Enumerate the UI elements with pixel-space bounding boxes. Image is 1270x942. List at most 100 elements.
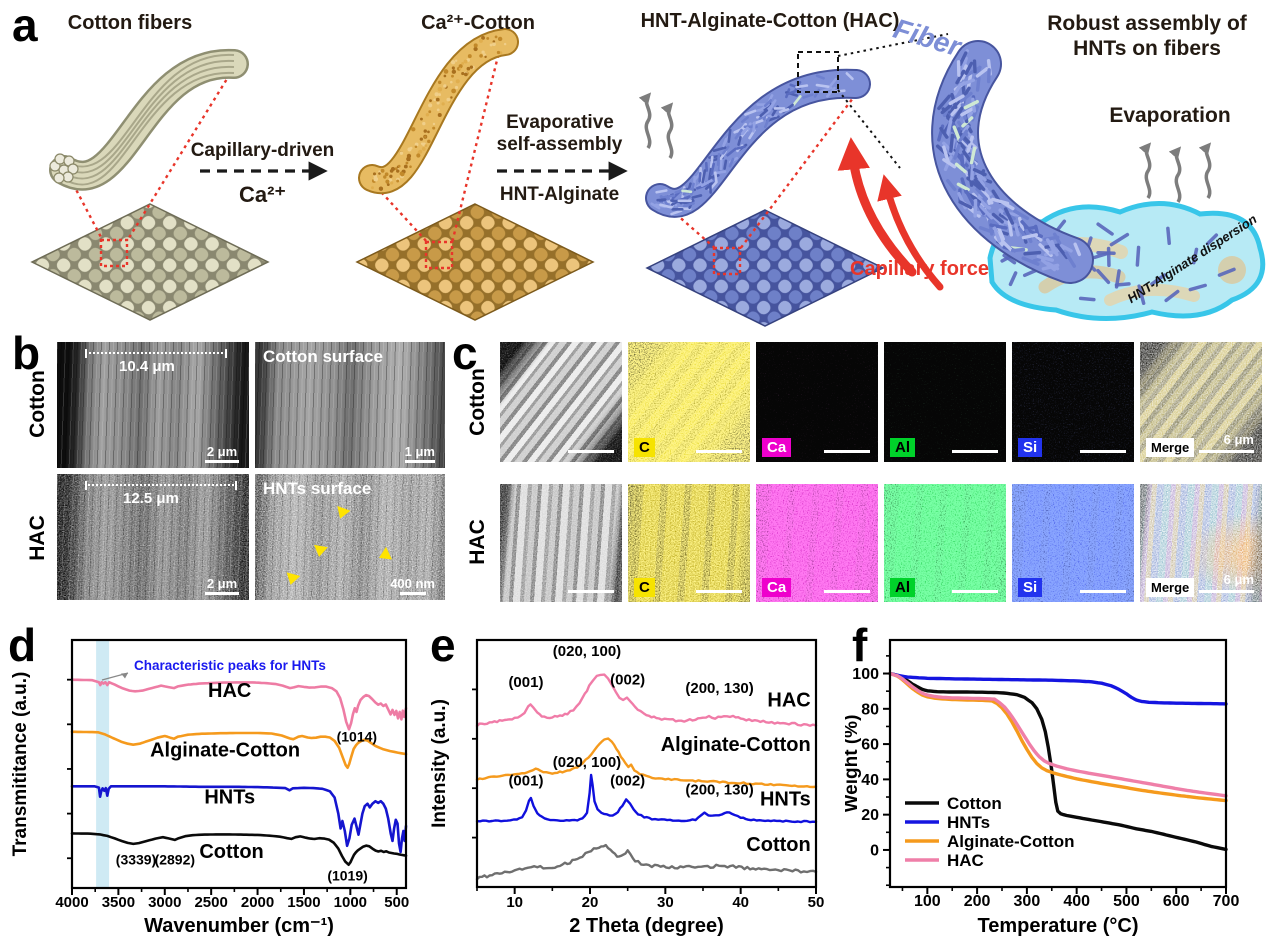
ftir-chart: 4000 3500 3000 2500 2000 1500 1000 500 Wavenumbe… [10,638,409,937]
eds-map-cotton-si: Si [1012,342,1134,462]
scale-bar-label: 2 μm [205,576,239,595]
sem-hac-low-mag: 12.5 μm 2 μm [57,474,249,600]
row-label-hac-b: HAC [26,515,49,561]
eds-sem-hac [500,484,622,602]
svg-text:3500: 3500 [102,894,135,911]
eds-noise [500,484,622,602]
arrow1-label: Capillary-driven [190,140,335,161]
element-tag-si: Si [1018,438,1043,457]
svg-text:Wavenumber (cm⁻¹): Wavenumber (cm⁻¹) [144,915,334,937]
scale-bar [568,590,614,593]
row-label-cotton-c: Cotton [466,368,489,436]
scale-bar [696,590,742,593]
scale-bar [1199,450,1254,453]
svg-text:40: 40 [732,894,749,911]
panel-label-c: c [452,327,478,379]
svg-text:(3339): (3339) [116,851,156,867]
svg-text:500: 500 [384,894,409,911]
capillary-force-arrows [837,137,944,291]
svg-text:2000: 2000 [241,894,274,911]
svg-text:Cotton: Cotton [199,841,263,863]
scale-bar [1080,450,1126,453]
svg-text:Intensity (a.u.): Intensity (a.u.) [429,699,450,828]
scale-bar [952,450,998,453]
hnt-arrow-marker [312,544,328,559]
svg-text:300: 300 [1014,893,1041,910]
eds-map-hac-merge: Merge 6 μm [1140,484,1262,602]
svg-text:Alginate-Cotton: Alginate-Cotton [150,740,300,762]
image-title: HNTs surface [263,479,372,498]
arrow2-label-line1: Evaporative [506,112,614,133]
arrow2-label-line2: self-assembly [496,134,623,155]
svg-text:(020, 100): (020, 100) [553,643,621,660]
svg-text:(1014): (1014) [337,729,377,745]
svg-text:Cotton: Cotton [947,794,1002,813]
scale-bar [568,450,614,453]
eds-map-cotton-al: Al [884,342,1006,462]
scale-text: 6 μm [1223,572,1254,587]
eds-map-cotton-ca: Ca [756,342,878,462]
eds-map-cotton-c: C [628,342,750,462]
arrow1-sub-label: Ca²⁺ [238,182,287,207]
element-tag-c: C [634,438,655,457]
svg-text:600: 600 [1163,893,1190,910]
svg-text:1000: 1000 [334,894,367,911]
magnified-hac-fiber [931,40,1094,284]
svg-text:(001): (001) [508,773,543,790]
sem-hnts-surface: HNTs surface 400 nm [255,474,445,600]
svg-text:Alginate-Cotton: Alginate-Cotton [661,734,811,756]
svg-text:(200, 130): (200, 130) [685,781,753,798]
scale-bar-label: 400 nm [390,576,435,595]
element-tag-merge: Merge [1146,438,1195,457]
row-label-hac-c: HAC [466,519,489,565]
diameter-value: 12.5 μm [123,490,179,507]
schematic-illustration [30,28,1266,327]
title-ca-cotton: Ca²⁺-Cotton [421,12,535,34]
svg-text:(002): (002) [610,671,645,688]
svg-text:HNTs: HNTs [204,787,255,809]
svg-text:(002): (002) [610,773,645,790]
capillary-force-label: Capillary force [850,258,989,280]
sem-cotton-low-mag: 10.4 μm 2 μm [57,342,249,468]
eds-map-cotton-merge: Merge 6 μm [1140,342,1262,462]
inspect-square [797,33,949,169]
element-tag-c: C [634,578,655,597]
sem-noise [255,474,445,600]
panel-label-b: b [12,327,41,379]
scale-text: 1 μm [404,444,435,459]
svg-text:20: 20 [582,894,599,911]
eds-map-hac-c: C [628,484,750,602]
scale-bar [696,450,742,453]
ca-cotton-fiber [358,28,519,195]
svg-text:30: 30 [657,894,674,911]
element-tag-ca: Ca [762,438,792,457]
zoom-connector-lines [68,47,857,250]
svg-text:700: 700 [1213,893,1240,910]
diameter-measure-line [85,349,227,358]
scale-text: 2 μm [206,444,238,459]
svg-text:3000: 3000 [148,894,181,911]
svg-text:(020, 100): (020, 100) [553,754,621,771]
element-tag-al: Al [890,578,915,597]
svg-text:Transmititance (a.u.): Transmititance (a.u.) [10,672,31,857]
panel-label-d: d [8,619,37,671]
tga-chart: 100 200 300 400 500 600 700 0 20 40 60 80 100 Tempera… [841,638,1240,937]
diameter-value: 10.4 μm [119,358,175,375]
svg-text:1500: 1500 [287,894,320,911]
sem-cotton-surface: Cotton surface 1 μm [255,342,445,468]
svg-text:Cotton: Cotton [746,834,810,856]
element-tag-ca: Ca [762,578,792,597]
scale-bar [1199,590,1254,593]
svg-text:0: 0 [870,842,879,859]
svg-text:100: 100 [914,893,941,910]
scale-bar [404,460,435,463]
title-hac: HNT-Alginate-Cotton (HAC) [640,10,900,32]
svg-text:HAC: HAC [767,690,810,712]
xrd-chart: 10 20 30 40 50 2 Theta (degree) Intensity (a.u… [429,638,824,937]
scale-bar [1080,590,1126,593]
svg-text:4000: 4000 [55,894,88,911]
svg-text:HNTs: HNTs [947,813,990,832]
hac-fabric-mat [645,209,885,327]
scale-bar-label: 1 μm [405,444,435,463]
